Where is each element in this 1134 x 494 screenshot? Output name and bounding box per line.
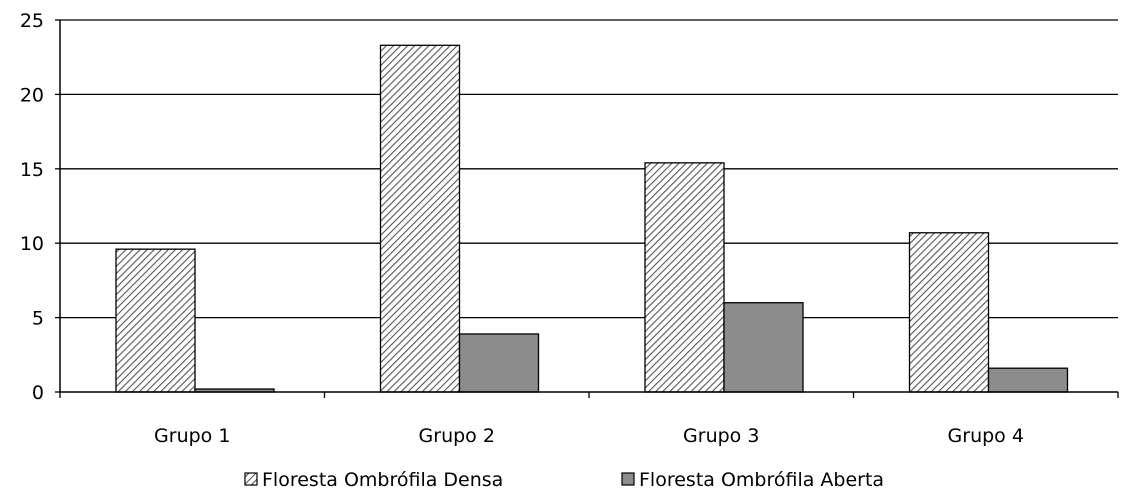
bar-densa — [115, 248, 196, 393]
legend-label: Floresta Ombrófila Densa — [262, 469, 503, 491]
bar-aberta — [987, 367, 1069, 393]
y-tick-label: 25 — [20, 10, 44, 32]
x-tick-label: Grupo 1 — [154, 425, 230, 447]
legend: Floresta Ombrófila Densa Floresta Ombrófi… — [244, 469, 884, 491]
x-tick-label: Grupo 3 — [683, 425, 759, 447]
bars — [115, 44, 1069, 393]
y-tick-label: 0 — [32, 382, 44, 404]
x-tick-label: Grupo 4 — [948, 425, 1024, 447]
y-tick-label: 15 — [20, 159, 44, 181]
bar-densa — [644, 162, 725, 393]
x-category-labels: Grupo 1 Grupo 2 Grupo 3 Grupo 4 — [154, 425, 1024, 447]
y-tick-label: 20 — [20, 84, 44, 106]
axes — [55, 19, 1119, 398]
legend-swatch — [244, 472, 258, 486]
y-tick-label: 5 — [32, 308, 44, 330]
legend-label: Floresta Ombrófila Aberta — [639, 469, 884, 491]
bar-densa — [908, 232, 990, 393]
bar-densa — [379, 44, 461, 393]
y-tick-label: 10 — [20, 233, 44, 255]
x-tick-label: Grupo 2 — [419, 425, 495, 447]
y-tick-labels: 0 5 10 15 20 25 — [20, 10, 44, 404]
bar-aberta — [723, 302, 804, 393]
bar-aberta — [458, 333, 540, 393]
legend-swatch — [621, 472, 635, 486]
